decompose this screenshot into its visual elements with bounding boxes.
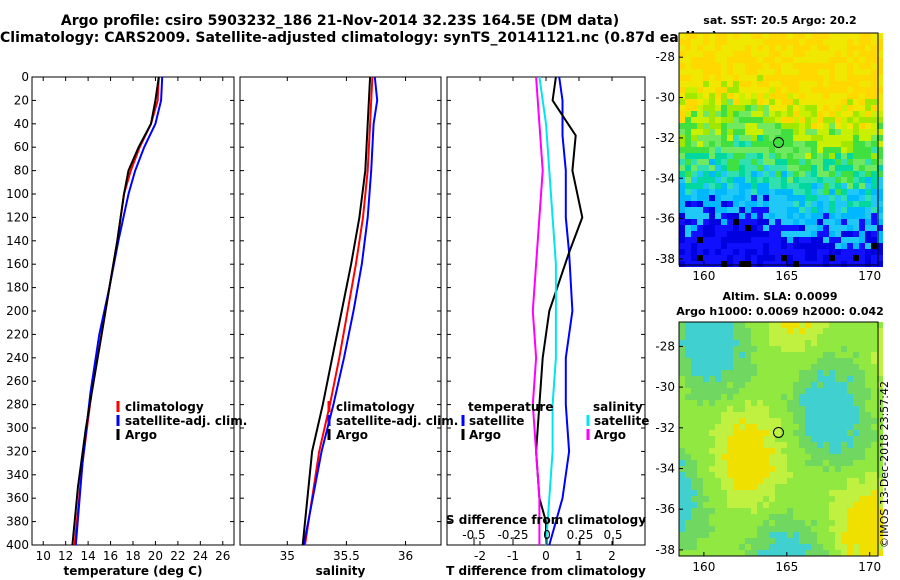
x-tick-label-temperature: 22 xyxy=(170,549,185,563)
sla-map-title-1: Altim. SLA: 0.0099 xyxy=(722,290,838,303)
title-line-2: Climatology: CARS2009. Satellite-adjuste… xyxy=(0,30,718,46)
map-y-tick-label: -36 xyxy=(655,502,675,516)
series-salinity-argo xyxy=(301,76,372,546)
map-x-tick-label: 165 xyxy=(775,269,798,283)
series-difference-s-argo xyxy=(531,76,544,545)
y-tick-label: 300 xyxy=(6,421,29,435)
map-y-tick-label: -36 xyxy=(655,212,675,226)
map-y-tick-label: -30 xyxy=(655,91,675,105)
legend-label-difference: satellite xyxy=(469,414,524,428)
x-tick-label-salinity: 36 xyxy=(398,549,413,563)
secondary-tick-label: 0 xyxy=(543,528,551,542)
map-y-tick-label: -34 xyxy=(655,462,675,476)
x-tick-label-salinity: 35 xyxy=(280,549,295,563)
x-axis-label-temperature: temperature (deg C) xyxy=(64,564,203,578)
secondary-tick-label: -0.5 xyxy=(462,528,485,542)
map-frame-sst_map xyxy=(678,32,879,266)
x-tick-label-difference: 2 xyxy=(608,549,616,563)
series-salinity-climatology xyxy=(304,76,374,546)
y-tick-label: 100 xyxy=(6,187,29,201)
legend-label-difference: satellite xyxy=(594,414,649,428)
map-y-tick-label: -28 xyxy=(655,339,675,353)
secondary-tick-label: -0.25 xyxy=(497,528,528,542)
y-tick-label: 400 xyxy=(6,538,29,552)
x-tick-label-difference: 1 xyxy=(575,549,583,563)
x-tick-label-temperature: 24 xyxy=(193,549,208,563)
map-x-tick-label: 160 xyxy=(692,269,715,283)
panel-frame-salinity xyxy=(239,76,442,546)
panel-frame-temperature xyxy=(31,76,235,546)
map-x-tick-label: 165 xyxy=(775,560,798,574)
imos-timestamp: ©IMOS 13-Dec-2018 23:57:42 xyxy=(878,381,891,548)
y-tick-label: 0 xyxy=(21,70,29,84)
map-y-tick-label: -32 xyxy=(655,131,675,145)
map-y-tick-label: -38 xyxy=(655,543,675,557)
legend-label-difference: Argo xyxy=(469,428,501,442)
panel-frame-difference xyxy=(446,76,646,546)
map-sst_map xyxy=(679,33,883,267)
secondary-tick-label: 0.25 xyxy=(567,528,594,542)
series-temperature-argo xyxy=(71,76,160,546)
x-tick-label-temperature: 10 xyxy=(36,549,51,563)
argo-float-marker xyxy=(773,137,784,149)
y-tick-label: 80 xyxy=(14,164,29,178)
legend-label-temperature: Argo xyxy=(125,428,157,442)
map-x-tick-label: 170 xyxy=(858,560,881,574)
x-tick-label-temperature: 14 xyxy=(80,549,95,563)
legend-title-temperature: temperature xyxy=(468,400,553,414)
y-tick-label: 260 xyxy=(6,374,29,388)
legend-label-temperature: climatology xyxy=(125,400,204,414)
x-tick-label-salinity: 35.5 xyxy=(333,549,360,563)
legend-label-salinity: Argo xyxy=(336,428,368,442)
x-tick-label-temperature: 20 xyxy=(148,549,163,563)
y-tick-label: 240 xyxy=(6,351,29,365)
y-tick-label: 220 xyxy=(6,327,29,341)
y-tick-label: 180 xyxy=(6,281,29,295)
x-tick-label-temperature: 26 xyxy=(215,549,230,563)
sst-map-title: sat. SST: 20.5 Argo: 20.2 xyxy=(703,14,857,27)
y-tick-label: 320 xyxy=(6,444,29,458)
map-x-tick-label: 170 xyxy=(858,269,881,283)
y-tick-label: 360 xyxy=(6,491,29,505)
map-frame-sla_map xyxy=(678,321,879,557)
y-tick-label: 60 xyxy=(14,140,29,154)
map-sla_map xyxy=(679,322,883,556)
x-tick-label-difference: 0 xyxy=(542,549,550,563)
x-tick-label-difference: -1 xyxy=(507,549,519,563)
argo-float-marker xyxy=(773,426,784,438)
y-tick-label: 280 xyxy=(6,398,29,412)
x-tick-label-difference: -2 xyxy=(474,549,486,563)
map-y-tick-label: -34 xyxy=(655,171,675,185)
y-tick-label: 40 xyxy=(14,117,29,131)
map-y-tick-label: -38 xyxy=(655,252,675,266)
map-x-tick-label: 160 xyxy=(692,560,715,574)
map-y-tick-label: -28 xyxy=(655,50,675,64)
legend-label-salinity: satellite-adj. clim. xyxy=(336,414,458,428)
y-tick-label: 340 xyxy=(6,468,29,482)
map-y-tick-label: -32 xyxy=(655,421,675,435)
legend-label-salinity: climatology xyxy=(336,400,415,414)
x-axis-label-difference: T difference from climatology xyxy=(446,564,646,578)
legend-label-temperature: satellite-adj. clim. xyxy=(125,414,247,428)
x-tick-label-temperature: 18 xyxy=(125,549,140,563)
x-axis-label-salinity: salinity xyxy=(316,564,366,578)
secondary-tick-label: 0.5 xyxy=(603,528,622,542)
y-tick-label: 160 xyxy=(6,257,29,271)
title-line-1: Argo profile: csiro 5903232_186 21-Nov-2… xyxy=(60,13,620,29)
y-tick-label: 20 xyxy=(14,93,29,107)
y-tick-label: 200 xyxy=(6,304,29,318)
y-tick-label: 380 xyxy=(6,515,29,529)
series-difference-t-satellite xyxy=(548,76,574,546)
x-tick-label-temperature: 12 xyxy=(58,549,73,563)
y-tick-label: 140 xyxy=(6,234,29,248)
y-tick-label: 120 xyxy=(6,210,29,224)
legend-title-salinity: salinity xyxy=(593,400,643,414)
sla-map-title-2: Argo h1000: 0.0069 h2000: 0.042 xyxy=(676,305,884,318)
series-difference-s-satellite xyxy=(538,76,557,546)
secondary-axis-label: S difference from climatology xyxy=(446,513,646,527)
legend-label-difference: Argo xyxy=(594,428,626,442)
map-y-tick-label: -30 xyxy=(655,380,675,394)
x-tick-label-temperature: 16 xyxy=(103,549,118,563)
